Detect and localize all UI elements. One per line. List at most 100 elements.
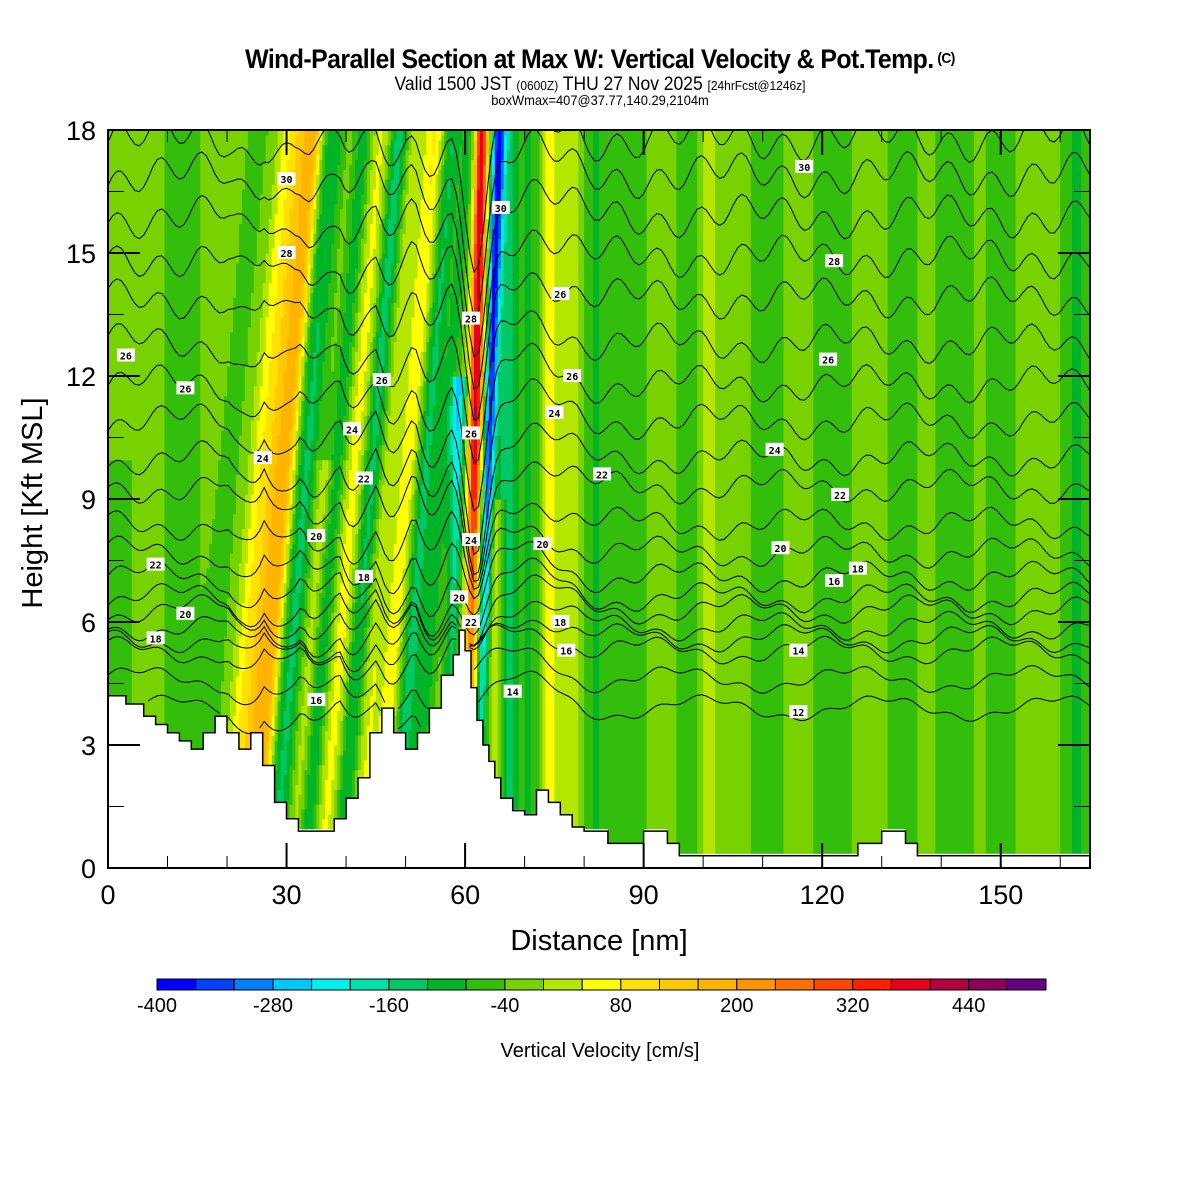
velocity-cell [488,287,493,313]
velocity-cell [390,376,395,584]
velocity-cell [244,636,249,731]
velocity-cell [408,558,413,593]
velocity-cell [340,454,344,495]
velocity-cell [236,602,240,677]
velocity-cell [435,203,439,234]
velocity-cell [295,233,300,357]
velocity-cell [307,130,311,210]
velocity-cell [497,371,502,436]
x-axis-title: Distance [nm] [510,925,687,957]
velocity-cell [274,651,279,677]
velocity-cell [450,154,454,259]
velocity-cell [816,130,820,854]
velocity-cell [381,218,386,254]
valid-date: THU 27 Nov 2025 [562,74,703,95]
velocity-cell [328,813,332,830]
velocity-cell [384,331,389,377]
velocity-cell [465,376,469,397]
velocity-cell [322,725,326,766]
velocity-cell [429,243,433,279]
velocity-cell [372,518,377,554]
contour-label-text: 20 [453,593,465,604]
velocity-cell [417,238,422,387]
velocity-cell [295,626,300,687]
velocity-cell [375,154,380,210]
velocity-cell [295,784,300,820]
velocity-cell [1033,130,1038,854]
velocity-cell [777,130,782,854]
velocity-cell [298,794,302,830]
velocity-cell [417,479,422,520]
velocity-cell [405,533,410,569]
velocity-cell [358,130,362,234]
velocity-cell [363,130,368,161]
velocity-cell [200,587,204,751]
velocity-cell [477,636,481,672]
velocity-cell [384,213,389,259]
contour-label: 20 [307,528,326,543]
velocity-cell [453,376,457,490]
contour-label: 28 [825,254,844,268]
velocity-cell [307,469,311,535]
velocity-cell [313,287,317,352]
velocity-cell [328,651,332,692]
contour-label-bg [848,561,867,575]
velocity-cell [304,666,308,726]
velocity-cell [224,395,228,638]
velocity-cell [310,292,314,323]
velocity-cell [1051,130,1055,854]
velocity-cell [253,385,258,456]
velocity-cell [369,223,374,289]
velocity-cell [244,366,249,495]
velocity-cell [286,799,291,820]
velocity-cell [727,130,731,854]
velocity-cell [313,617,317,662]
colorbar-swatch [697,978,738,991]
velocity-cell [616,130,621,844]
velocity-cell [310,248,314,269]
velocity-cell [920,130,924,854]
velocity-cell [262,164,267,284]
velocity-cell [262,523,267,598]
theta-contour [108,557,1090,637]
velocity-cell [250,494,255,564]
velocity-cell [316,440,320,461]
velocity-cell [477,508,481,534]
velocity-cell [390,302,395,338]
contour-label: 12 [789,705,808,719]
velocity-cell [798,130,802,854]
velocity-cell [548,130,552,805]
velocity-cell [355,533,359,569]
velocity-cell [408,592,413,628]
velocity-cell [465,272,469,328]
velocity-cell [259,317,264,387]
velocity-cell [346,376,350,421]
velocity-cell [343,130,347,170]
velocity-cell [456,489,460,539]
velocity-cell [578,130,582,830]
contour-label: 18 [848,561,867,576]
velocity-cell [322,459,326,515]
velocity-cell [319,725,323,766]
velocity-cell [322,130,326,146]
velocity-cell [524,130,529,815]
velocity-cell [494,287,499,318]
velocity-cell [259,626,264,736]
colorbar-tick-label: 440 [952,995,985,1017]
contour-label-bg [771,541,790,555]
velocity-cell [155,130,160,726]
velocity-cell [325,479,329,520]
potential-temperature-contours [108,130,1090,735]
velocity-cell [289,804,294,820]
velocity-cell [405,567,410,598]
velocity-cell [337,622,341,712]
theta-contour [259,700,381,732]
velocity-cell [497,267,502,298]
velocity-cell [771,130,776,854]
contour-label-bg [765,442,784,456]
velocity-cell [360,661,365,697]
velocity-cell [441,543,445,677]
velocity-cell [1054,130,1058,854]
chart-title: Wind-Parallel Section at Max W: Vertical… [48,44,1152,75]
velocity-cell [286,159,291,244]
